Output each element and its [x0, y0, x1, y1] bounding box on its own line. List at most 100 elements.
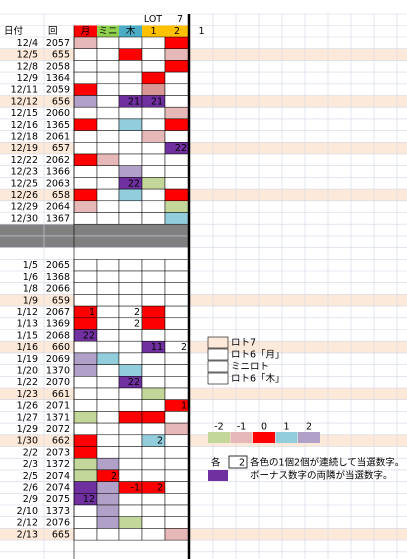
- scale-label: 0: [261, 422, 267, 433]
- round: 1370: [46, 365, 70, 376]
- legend-swatch: [207, 372, 229, 385]
- cell: [73, 259, 98, 272]
- cell: [96, 36, 120, 49]
- cell: [141, 83, 166, 96]
- date: 12/18: [11, 131, 38, 142]
- date: 2/10: [17, 506, 38, 517]
- cell: [73, 165, 98, 178]
- round: 662: [52, 436, 70, 447]
- date: 12/23: [11, 167, 38, 178]
- date: 1/13: [17, 319, 38, 330]
- cell: [164, 352, 190, 365]
- cell: [141, 376, 166, 389]
- cell: [96, 446, 120, 459]
- cell: [73, 71, 98, 85]
- cell: [164, 376, 190, 389]
- cell: [141, 36, 166, 49]
- cell-label: 1: [89, 307, 95, 318]
- cell: [118, 352, 143, 365]
- cell: [141, 305, 166, 319]
- cell-label: 22: [175, 143, 187, 154]
- cell: [141, 294, 166, 307]
- header-text: ミニ: [98, 26, 117, 37]
- row-fill: [0, 48, 407, 61]
- cell: [164, 259, 190, 272]
- round: 1373: [46, 506, 70, 517]
- cell: [164, 446, 190, 459]
- cell: [96, 130, 120, 143]
- cell: [141, 329, 166, 342]
- cell: [96, 399, 120, 412]
- round: 660: [52, 342, 70, 353]
- cell: [164, 95, 190, 108]
- cell: [118, 457, 143, 471]
- cell: [141, 457, 166, 471]
- header-cell: [97, 25, 119, 37]
- cell: [118, 130, 143, 143]
- cell-label: 22: [128, 178, 140, 189]
- round: 2075: [46, 494, 70, 505]
- cell: [118, 340, 143, 354]
- cell: [118, 422, 143, 436]
- cell: [118, 153, 143, 166]
- cell: [164, 48, 190, 61]
- cell: [96, 329, 120, 342]
- scale-label: 2: [306, 422, 312, 433]
- cell-label: 21: [128, 96, 140, 107]
- round: 661: [52, 389, 70, 400]
- cell: [73, 340, 98, 354]
- cell: [73, 95, 98, 108]
- cell: [96, 364, 120, 377]
- cell: [73, 434, 98, 447]
- cell: [164, 60, 190, 73]
- cell: [164, 200, 190, 213]
- cell: [141, 282, 166, 295]
- header-text: 日付: [4, 26, 24, 37]
- header-top: 7: [177, 14, 183, 25]
- cell: [141, 469, 166, 482]
- cell: [96, 200, 120, 213]
- cell: [164, 516, 190, 529]
- cell: [141, 212, 166, 225]
- cell: [118, 106, 143, 120]
- cell: [73, 481, 98, 494]
- cell: [118, 83, 143, 96]
- legend-swatch: [207, 360, 229, 373]
- round: 2074: [46, 471, 70, 482]
- cell: [73, 528, 98, 541]
- round: 656: [52, 96, 70, 107]
- round: 665: [52, 529, 70, 540]
- round: 1366: [46, 167, 70, 178]
- cell: [73, 177, 98, 190]
- cell: [73, 83, 98, 96]
- cell: [96, 118, 120, 131]
- round: 1367: [46, 213, 70, 224]
- cell: [141, 387, 166, 400]
- cell: [96, 294, 120, 307]
- cell: [73, 270, 98, 283]
- row-fill: [0, 142, 407, 154]
- cell: [73, 142, 98, 155]
- cell: [96, 411, 120, 424]
- round: 2068: [46, 330, 70, 341]
- cell: [141, 165, 166, 178]
- note-box: [228, 455, 248, 469]
- cell: [96, 142, 120, 155]
- round: 2072: [46, 424, 70, 435]
- cell: [164, 106, 190, 120]
- cell: [96, 481, 120, 494]
- date: 12/26: [11, 190, 38, 201]
- cell: [164, 305, 190, 319]
- cell: [73, 352, 98, 365]
- cell: [73, 422, 98, 436]
- header-text: 回: [48, 26, 58, 37]
- cell: [118, 36, 143, 49]
- cell: [141, 177, 166, 190]
- cell: [164, 469, 190, 482]
- cell: [73, 212, 98, 225]
- row-fill: [0, 434, 407, 447]
- date: 1/27: [17, 412, 38, 423]
- date: 2/13: [17, 529, 38, 540]
- note-swatch: [208, 470, 228, 481]
